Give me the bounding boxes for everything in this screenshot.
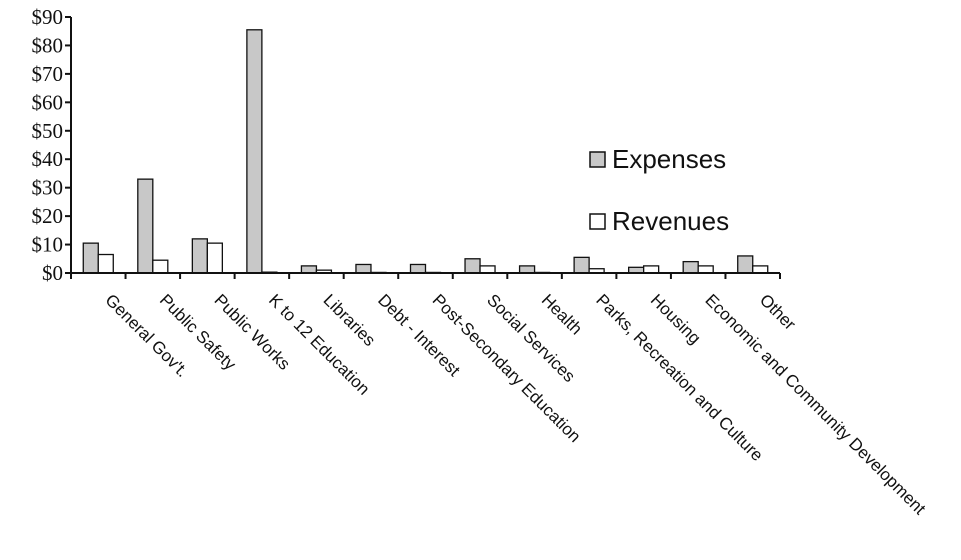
x-tick-label: K to 12 Education [265, 290, 373, 398]
x-tick-label: Other [756, 290, 800, 334]
y-tick-label: $0 [42, 261, 63, 285]
revenues-bar [206, 242, 223, 274]
y-tick-label: $40 [32, 147, 64, 171]
expenses-bar [682, 260, 699, 274]
expenses-bar [518, 265, 536, 274]
revenues-bar [152, 259, 169, 274]
expenses-bar [82, 242, 99, 274]
revenues-bar [752, 265, 769, 274]
expenses-bar [737, 255, 754, 274]
y-tick-label: $20 [32, 204, 64, 228]
legend-swatch [589, 213, 606, 230]
expenses-bar [137, 178, 154, 274]
revenues-bar [697, 265, 714, 274]
revenues-bar [643, 265, 660, 274]
y-tick-label: $70 [32, 62, 64, 86]
expenses-bar [409, 263, 427, 274]
revenues-bar [97, 253, 114, 274]
y-tick-label: $30 [32, 176, 64, 200]
expenses-bar [573, 256, 590, 274]
expenses-bar [246, 29, 263, 274]
y-tick-label: $80 [32, 33, 64, 57]
x-tick-label: Economic and Community Development [701, 290, 929, 518]
y-tick-label: $50 [32, 119, 64, 143]
expenses-bar [191, 238, 208, 274]
legend: Expenses Revenues [589, 144, 729, 236]
legend-label: Revenues [612, 206, 729, 236]
legend-label: Expenses [612, 144, 726, 174]
expenses-bar [355, 263, 372, 274]
y-tick-label: $60 [32, 90, 64, 114]
x-tick-label: Health [538, 290, 586, 338]
legend-swatch [589, 151, 606, 168]
expenses-bar [464, 258, 481, 274]
y-tick-label: $90 [32, 5, 64, 29]
y-axis: $0 $10 $20 $30 $40 $50 $60 $70 $80 $90 [32, 5, 72, 285]
expenses-bar [300, 265, 318, 274]
revenues-bar [479, 265, 496, 274]
y-tick-label: $10 [32, 233, 64, 257]
